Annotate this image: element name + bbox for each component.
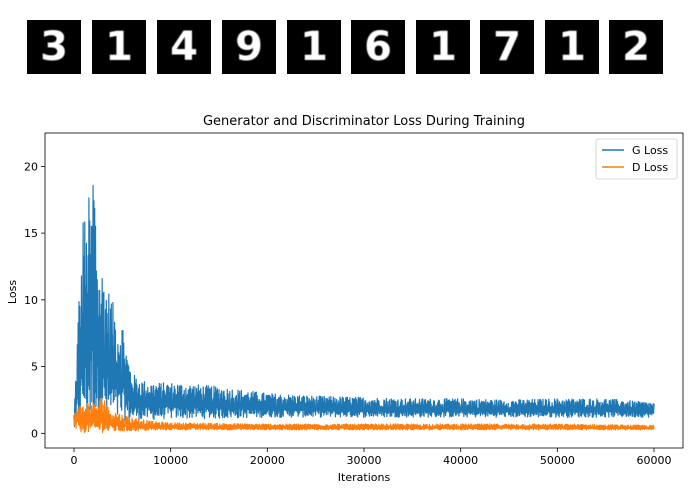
digit-sample-5-glyph: 1 <box>300 24 328 70</box>
y-tick-label: 15 <box>24 227 38 240</box>
series-line-1 <box>73 184 655 428</box>
digit-sample-8-glyph: 7 <box>493 24 521 70</box>
x-axis-label: Iterations <box>338 471 391 484</box>
legend-entry-label: G Loss <box>632 144 668 157</box>
y-tick-label: 0 <box>31 427 38 440</box>
digit-sample-3-glyph: 4 <box>170 24 198 70</box>
digit-sample-3: 4 <box>157 20 211 74</box>
y-tick-label: 20 <box>24 160 38 173</box>
y-axis-label: Loss <box>6 280 19 304</box>
axes: 0 10000 20000 30000 40000 50000 60000 0 5 10 15 20 <box>24 132 684 467</box>
digit-sample-10: 2 <box>609 20 663 74</box>
chart-title: Generator and Discriminator Loss During … <box>203 114 525 129</box>
digit-sample-4: 9 <box>222 20 276 74</box>
x-tick-label: 10000 <box>153 454 188 467</box>
generated-digit-samples: 3 1 4 9 1 6 1 7 1 2 <box>0 0 690 90</box>
digit-sample-5: 1 <box>287 20 341 74</box>
x-tick-label: 20000 <box>250 454 285 467</box>
digit-sample-9-glyph: 1 <box>558 24 586 70</box>
y-tick-label: 5 <box>31 361 38 374</box>
x-tick-label: 50000 <box>540 454 575 467</box>
digit-sample-2: 1 <box>92 20 146 74</box>
x-tick-label: 40000 <box>443 454 478 467</box>
x-tick-label: 0 <box>71 454 78 467</box>
digit-sample-6: 6 <box>351 20 405 74</box>
digit-sample-8: 7 <box>480 20 534 74</box>
digit-sample-2-glyph: 1 <box>105 24 133 70</box>
legend: G Loss D Loss <box>595 138 678 180</box>
digit-sample-1-glyph: 3 <box>40 24 68 70</box>
digit-sample-10-glyph: 2 <box>622 24 650 70</box>
digit-sample-6-glyph: 6 <box>364 24 392 70</box>
legend-box <box>595 138 678 180</box>
plot-area <box>73 184 655 434</box>
digit-sample-9: 1 <box>545 20 599 74</box>
x-tick-label: 30000 <box>347 454 382 467</box>
y-tick-label: 10 <box>24 294 38 307</box>
legend-entry-label: D Loss <box>632 161 668 174</box>
digit-sample-1: 3 <box>27 20 81 74</box>
x-tick-label: 60000 <box>637 454 672 467</box>
digit-sample-4-glyph: 9 <box>235 24 263 70</box>
series-line-2 <box>73 397 655 434</box>
digit-sample-7: 1 <box>416 20 470 74</box>
digit-sample-7-glyph: 1 <box>429 24 457 70</box>
